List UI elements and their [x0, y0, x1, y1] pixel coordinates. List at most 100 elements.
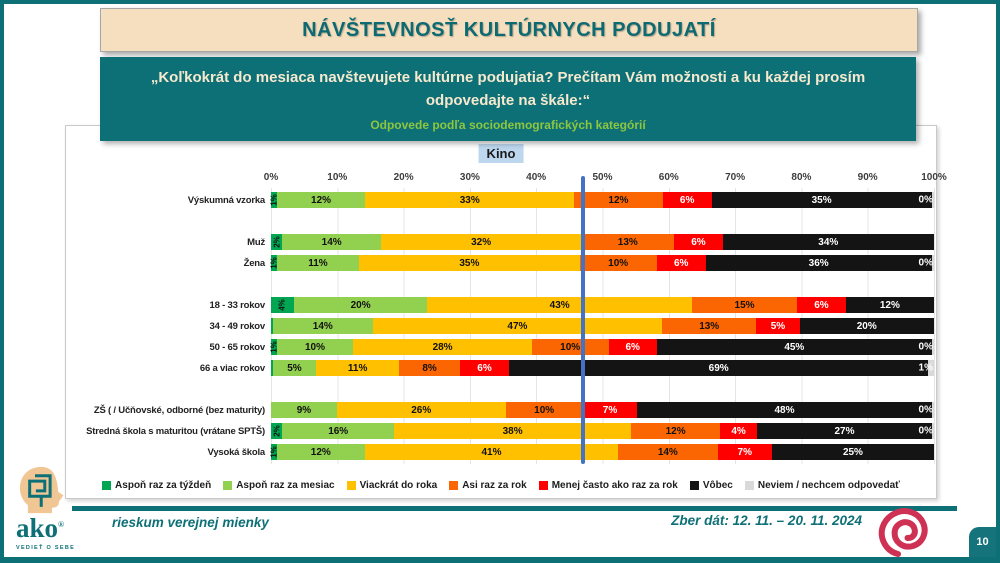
- segment-value-label: 6%: [679, 194, 695, 206]
- x-tick: 20%: [393, 172, 414, 183]
- bar-segment: 47%: [372, 318, 662, 334]
- chart-row: 34 - 49 rokov 14% 47% 13% 5% 20%: [72, 318, 935, 334]
- legend-label: Menej často ako raz za rok: [551, 480, 678, 491]
- bar-segment: 20%: [293, 297, 428, 313]
- segment-value-label: 27%: [834, 425, 855, 437]
- legend-item: Neviem / nechcem odpovedať: [744, 480, 900, 491]
- legend-swatch: [538, 481, 548, 490]
- bar-segment: 12%: [845, 297, 934, 313]
- segment-value-label: 10%: [534, 404, 555, 416]
- bar-segment: 10%: [505, 402, 583, 418]
- legend-swatch: [449, 481, 459, 490]
- stacked-bar: 9% 26% 10% 7% 48% 0%: [271, 402, 934, 418]
- x-tick: 50%: [592, 172, 613, 183]
- bar-segment: 1%: [269, 339, 279, 355]
- bar-segment: [928, 360, 934, 376]
- segment-value-label: 0%: [918, 341, 933, 353]
- bar-segment: 15%: [691, 297, 798, 313]
- segment-value-label: 7%: [602, 404, 618, 416]
- stacked-bar: 5% 11% 8% 6% 69% 1%: [271, 360, 934, 376]
- category-label: Vysoká škola: [207, 446, 266, 458]
- segment-value-label: 12%: [608, 194, 629, 206]
- bar-segment: 7%: [582, 402, 638, 418]
- bar-segment: 36%: [705, 255, 932, 271]
- ako-head-icon: [16, 466, 106, 514]
- bar-segment: 10%: [579, 255, 657, 271]
- chart-legend: Aspoň raz za týždeň Aspoň raz za mesiac Vi…: [66, 480, 936, 491]
- page-number-badge: 10: [969, 527, 996, 557]
- segment-value-label: 14%: [312, 320, 333, 332]
- bar-segment: 1%: [269, 444, 278, 460]
- bar-segment: 14%: [272, 318, 373, 334]
- bar-segment: 35%: [359, 255, 580, 271]
- segment-value-label: 12%: [879, 299, 900, 311]
- bar-segment: 12%: [276, 192, 366, 208]
- bar-segment: [931, 255, 934, 271]
- segment-value-label: 20%: [856, 320, 877, 332]
- stacked-bar: 4% 20% 43% 15% 6% 12%: [271, 297, 934, 313]
- x-tick: 10%: [327, 172, 348, 183]
- category-label: 18 - 33 rokov: [209, 299, 266, 311]
- bar-segment: 14%: [282, 234, 382, 250]
- category-label: Stredná škola s maturitou (vrátane SPTŠ): [86, 425, 265, 437]
- stacked-bar: 1% 12% 41% 14% 7% 25%: [269, 444, 935, 460]
- stacked-bar: 1% 12% 33% 12% 6% 35% 0%: [269, 192, 934, 208]
- x-tick: 0%: [263, 172, 279, 183]
- legend-swatch: [102, 481, 112, 490]
- bar-segment: 32%: [381, 234, 582, 250]
- segment-value-label: 1%: [269, 194, 279, 206]
- segment-value-label: 69%: [708, 362, 729, 374]
- bar-segment: 13%: [581, 234, 675, 250]
- bar-segment: 14%: [618, 444, 718, 460]
- segment-value-label: 0%: [918, 194, 933, 206]
- segment-value-label: 7%: [737, 446, 752, 458]
- segment-value-label: 4%: [731, 425, 746, 437]
- bar-segment: 34%: [722, 234, 934, 250]
- footer-tagline: rieskum verejnej mienky: [112, 515, 269, 530]
- bar-segment: 1%: [269, 192, 279, 208]
- segment-value-label: 5%: [287, 362, 302, 374]
- bar-segment: 33%: [365, 192, 575, 208]
- bar-segment: 2%: [271, 423, 283, 439]
- category-label: ZŠ ( / Učňovské, odborné (bez maturity): [93, 404, 265, 416]
- legend-item: Aspoň raz za mesiac: [223, 480, 335, 491]
- bar-segment: 26%: [336, 402, 506, 418]
- bar-segment: [271, 318, 273, 334]
- segment-value-label: 41%: [481, 446, 502, 458]
- spiral-icon: [878, 506, 928, 563]
- bar-segment: 4%: [719, 423, 758, 439]
- slide-title-bar: NÁVŠTEVNOSŤ KULTÚRNYCH PODUJATÍ: [100, 8, 918, 52]
- bar-segment: 1%: [269, 255, 279, 271]
- segment-value-label: 28%: [432, 341, 453, 353]
- bar-segment: 27%: [757, 423, 932, 439]
- legend-label: Asi raz za rok: [462, 480, 527, 491]
- segment-value-label: 6%: [673, 257, 689, 269]
- ako-logo: ako® VEDIEŤ O SEBE: [16, 466, 106, 551]
- legend-label: Neviem / nechcem odpovedať: [757, 480, 900, 491]
- chart-title: Kino: [478, 144, 524, 163]
- segment-value-label: 13%: [699, 320, 720, 332]
- segment-value-label: 10%: [304, 341, 325, 353]
- legend-item: Viackrát do roka: [346, 480, 438, 491]
- chart-rows: Výskumná vzorka 1% 12% 33% 12% 6% 35% 0% Muž 2% 14…: [72, 192, 935, 460]
- ako-wordmark: ako®: [16, 513, 65, 543]
- segment-value-label: 1%: [269, 257, 279, 269]
- footer-divider: [72, 506, 957, 511]
- bar-segment: 11%: [316, 360, 400, 376]
- bar-segment: 7%: [717, 444, 772, 460]
- bar-segment: 35%: [711, 192, 932, 208]
- segment-value-label: 2%: [272, 425, 282, 437]
- legend-label: Viackrát do roka: [359, 480, 438, 491]
- stacked-bar: 2% 16% 38% 12% 4% 27% 0%: [271, 423, 934, 439]
- chart-row: Muž 2% 14% 32% 13% 6% 34%: [72, 234, 934, 250]
- segment-value-label: 34%: [818, 236, 839, 248]
- segment-value-label: 1%: [269, 341, 279, 353]
- legend-item: Vôbec: [689, 480, 733, 491]
- bar-segment: 12%: [276, 444, 365, 460]
- segment-value-label: 38%: [502, 425, 523, 437]
- stacked-bar: 1% 11% 35% 10% 6% 36% 0%: [269, 255, 934, 271]
- bar-segment: 5%: [272, 360, 317, 376]
- chart-row: Vysoká škola 1% 12% 41% 14% 7% 25%: [72, 444, 935, 460]
- segment-value-label: 6%: [477, 362, 492, 374]
- chart-row: 50 - 65 rokov 1% 10% 28% 10% 6% 45% 0%: [72, 339, 934, 355]
